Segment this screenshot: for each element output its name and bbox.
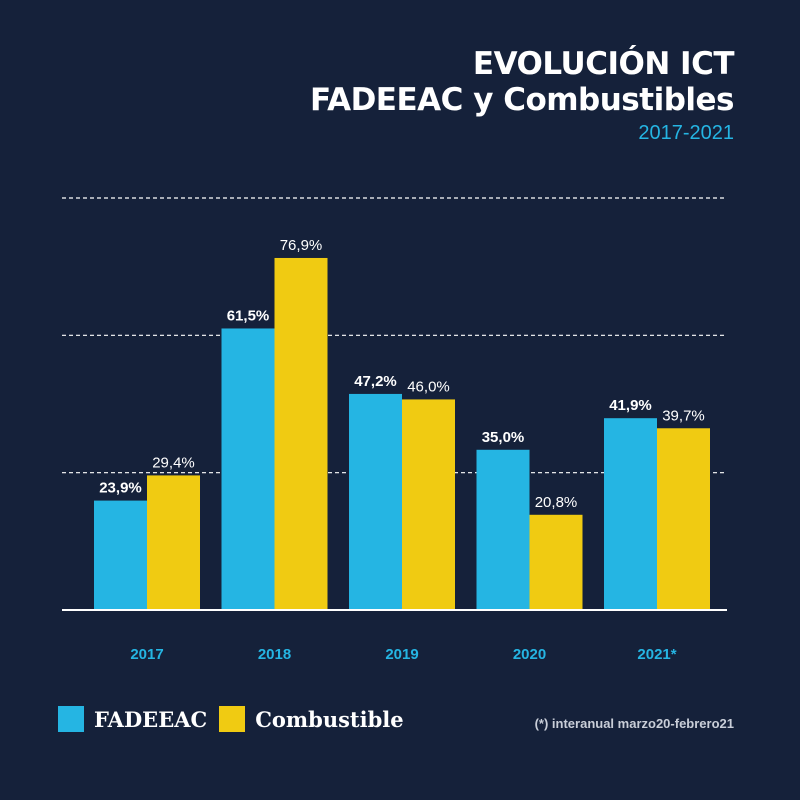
title-block: EVOLUCIÓN ICT FADEEAC y Combustibles 201… [309, 46, 735, 146]
chart-title-line-1: EVOLUCIÓN ICT [472, 46, 735, 82]
legend-swatch-fadeeac [58, 706, 84, 732]
legend-label-fadeeac: FADEEAC [94, 706, 208, 732]
value-label-fadeeac-1: 61,5% [227, 307, 270, 324]
bar-combustible-1 [274, 257, 328, 610]
value-label-fadeeac-0: 23,9% [99, 480, 142, 497]
chart-subtitle: 2017-2021 [638, 122, 734, 144]
bar-fadeeac-2 [349, 393, 402, 610]
category-label-4: 2021* [637, 646, 676, 663]
legend-swatch-combustible [219, 706, 246, 732]
bar-fadeeac-0 [94, 500, 147, 610]
value-label-fadeeac-2: 47,2% [354, 373, 397, 390]
category-label-2: 2019 [385, 646, 418, 663]
category-label-1: 2018 [258, 646, 291, 663]
footnote: (*) interanual marzo20-febrero21 [534, 716, 734, 731]
value-label-combustible-4: 39,7% [662, 407, 705, 424]
value-label-combustible-0: 29,4% [152, 454, 195, 471]
value-label-combustible-1: 76,9% [280, 237, 323, 254]
chart-title-line-2: FADEEAC y Combustibles [309, 82, 735, 118]
bar-combustible-2 [402, 399, 455, 610]
bar-fadeeac-1 [221, 328, 275, 610]
value-label-fadeeac-3: 35,0% [482, 429, 525, 446]
value-label-fadeeac-4: 41,9% [609, 397, 652, 414]
bar-fadeeac-3 [476, 449, 530, 610]
value-label-combustible-2: 46,0% [407, 378, 450, 395]
legend-item-combustible: Combustible [219, 706, 404, 732]
bar-fadeeac-4 [604, 418, 657, 610]
legend-item-fadeeac: FADEEAC [58, 706, 207, 732]
bar-combustible-3 [529, 514, 583, 610]
bar-combustible-0 [147, 475, 200, 610]
legend: FADEEAC Combustible [58, 706, 416, 732]
value-label-combustible-3: 20,8% [535, 494, 578, 511]
bar-combustible-4 [657, 428, 710, 610]
category-label-3: 2020 [513, 646, 546, 663]
category-label-0: 2017 [130, 646, 163, 663]
legend-label-combustible: Combustible [255, 706, 404, 732]
